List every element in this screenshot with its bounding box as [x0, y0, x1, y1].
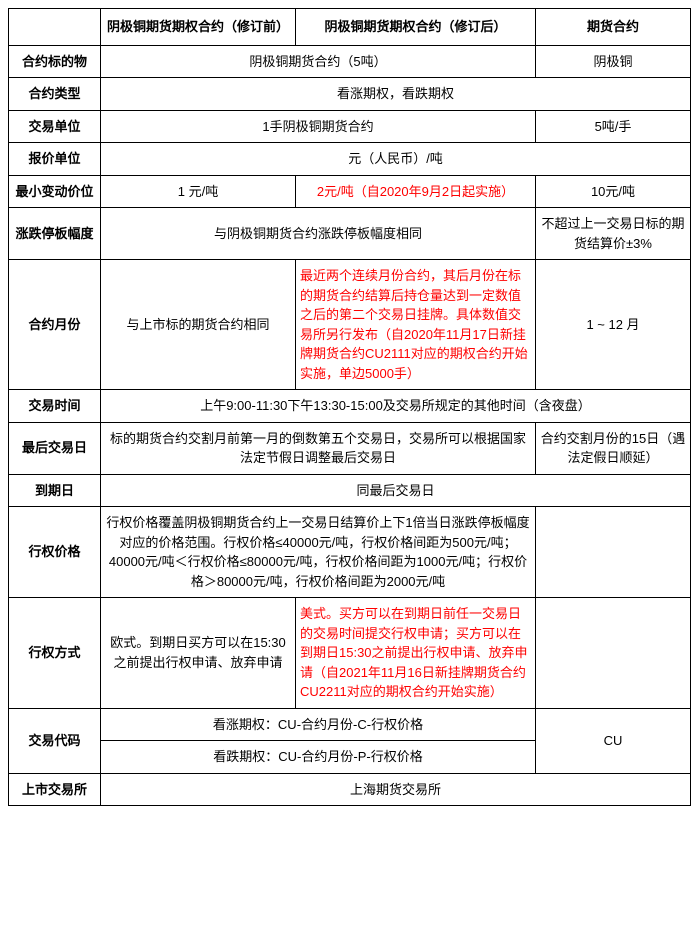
cell-months-1: 与上市标的期货合约相同 [101, 260, 296, 390]
label-strike: 行权价格 [9, 507, 101, 598]
cell-limit-12: 与阴极铜期货合约涨跌停板幅度相同 [101, 208, 536, 260]
cell-tick-2: 2元/吨（自2020年9月2日起实施） [296, 175, 536, 208]
header-row: 阴极铜期货期权合约（修订前） 阴极铜期货期权合约（修订后） 期货合约 [9, 9, 691, 46]
row-quote: 报价单位 元（人民币）/吨 [9, 143, 691, 176]
cell-tick-1: 1 元/吨 [101, 175, 296, 208]
row-strike: 行权价格 行权价格覆盖阴极铜期货合约上一交易日结算价上下1倍当日涨跌停板幅度对应… [9, 507, 691, 598]
header-blank [9, 9, 101, 46]
cell-months-3: 1 ~ 12 月 [536, 260, 691, 390]
label-limit: 涨跌停板幅度 [9, 208, 101, 260]
label-subject: 合约标的物 [9, 45, 101, 78]
label-quote: 报价单位 [9, 143, 101, 176]
label-months: 合约月份 [9, 260, 101, 390]
cell-limit-3: 不超过上一交易日标的期货结算价±3% [536, 208, 691, 260]
cell-style-1: 欧式。到期日买方可以在15:30之前提出行权申请、放弃申请 [101, 598, 296, 709]
cell-code-call: 看涨期权：CU-合约月份-C-行权价格 [101, 708, 536, 741]
row-expiry: 到期日 同最后交易日 [9, 474, 691, 507]
label-expiry: 到期日 [9, 474, 101, 507]
row-unit: 交易单位 1手阴极铜期货合约 5吨/手 [9, 110, 691, 143]
header-col1: 阴极铜期货期权合约（修订前） [101, 9, 296, 46]
row-subject: 合约标的物 阴极铜期货合约（5吨） 阴极铜 [9, 45, 691, 78]
cell-strike-12: 行权价格覆盖阴极铜期货合约上一交易日结算价上下1倍当日涨跌停板幅度对应的价格范围… [101, 507, 536, 598]
label-lastday: 最后交易日 [9, 422, 101, 474]
row-style: 行权方式 欧式。到期日买方可以在15:30之前提出行权申请、放弃申请 美式。买方… [9, 598, 691, 709]
cell-lastday-12: 标的期货合约交割月前第一月的倒数第五个交易日，交易所可以根据国家法定节假日调整最… [101, 422, 536, 474]
row-hours: 交易时间 上午9:00-11:30下午13:30-15:00及交易所规定的其他时… [9, 390, 691, 423]
header-col3: 期货合约 [536, 9, 691, 46]
cell-lastday-3: 合约交割月份的15日（遇法定假日顺延） [536, 422, 691, 474]
row-limit: 涨跌停板幅度 与阴极铜期货合约涨跌停板幅度相同 不超过上一交易日标的期货结算价±… [9, 208, 691, 260]
cell-months-2: 最近两个连续月份合约，其后月份在标的期货合约结算后持仓量达到一定数值之后的第二个… [296, 260, 536, 390]
cell-unit-3: 5吨/手 [536, 110, 691, 143]
row-exchange: 上市交易所 上海期货交易所 [9, 773, 691, 806]
cell-hours-merged: 上午9:00-11:30下午13:30-15:00及交易所规定的其他时间（含夜盘… [101, 390, 691, 423]
cell-subject-12: 阴极铜期货合约（5吨） [101, 45, 536, 78]
label-tick: 最小变动价位 [9, 175, 101, 208]
cell-type-merged: 看涨期权，看跌期权 [101, 78, 691, 111]
row-tick: 最小变动价位 1 元/吨 2元/吨（自2020年9月2日起实施） 10元/吨 [9, 175, 691, 208]
label-type: 合约类型 [9, 78, 101, 111]
header-col2: 阴极铜期货期权合约（修订后） [296, 9, 536, 46]
label-exchange: 上市交易所 [9, 773, 101, 806]
cell-code-3: CU [536, 708, 691, 773]
cell-exchange-merged: 上海期货交易所 [101, 773, 691, 806]
cell-style-3 [536, 598, 691, 709]
cell-code-put: 看跌期权：CU-合约月份-P-行权价格 [101, 741, 536, 774]
label-code: 交易代码 [9, 708, 101, 773]
row-code-call: 交易代码 看涨期权：CU-合约月份-C-行权价格 CU [9, 708, 691, 741]
cell-tick-3: 10元/吨 [536, 175, 691, 208]
cell-style-2: 美式。买方可以在到期日前任一交易日的交易时间提交行权申请；买方可以在到期日15:… [296, 598, 536, 709]
cell-subject-3: 阴极铜 [536, 45, 691, 78]
row-type: 合约类型 看涨期权，看跌期权 [9, 78, 691, 111]
cell-strike-3 [536, 507, 691, 598]
row-months: 合约月份 与上市标的期货合约相同 最近两个连续月份合约，其后月份在标的期货合约结… [9, 260, 691, 390]
cell-unit-12: 1手阴极铜期货合约 [101, 110, 536, 143]
cell-quote-merged: 元（人民币）/吨 [101, 143, 691, 176]
cell-expiry-merged: 同最后交易日 [101, 474, 691, 507]
label-unit: 交易单位 [9, 110, 101, 143]
contract-spec-table: 阴极铜期货期权合约（修订前） 阴极铜期货期权合约（修订后） 期货合约 合约标的物… [8, 8, 691, 806]
label-style: 行权方式 [9, 598, 101, 709]
row-lastday: 最后交易日 标的期货合约交割月前第一月的倒数第五个交易日，交易所可以根据国家法定… [9, 422, 691, 474]
label-hours: 交易时间 [9, 390, 101, 423]
